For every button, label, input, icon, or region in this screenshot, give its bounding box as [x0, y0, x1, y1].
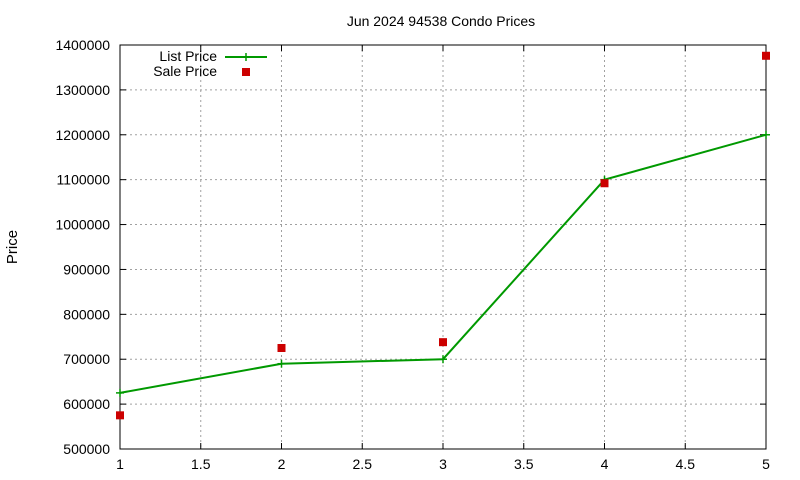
y-axis-tick-labels: 500000 600000 700000 800000 900000 1000000 110… — [55, 37, 110, 457]
grid-lines — [120, 45, 766, 449]
list-price-point — [277, 359, 286, 368]
y-tick-label: 1100000 — [57, 172, 111, 188]
x-tick-label: 2 — [278, 456, 286, 472]
legend-marker-sale-price — [242, 68, 250, 76]
y-tick-label: 1000000 — [55, 217, 110, 233]
sale-price-point — [762, 51, 770, 60]
sale-price-point — [116, 411, 124, 420]
x-tick-label: 5 — [762, 456, 770, 472]
y-tick-label: 500000 — [63, 441, 110, 457]
x-tick-label: 3 — [439, 456, 447, 472]
sale-price-point — [600, 179, 609, 188]
x-tick-label: 1.5 — [191, 456, 211, 472]
y-tick-label: 600000 — [63, 396, 110, 412]
series-list-price — [116, 130, 770, 397]
y-axis-label: Price — [4, 230, 21, 264]
data-series — [116, 51, 770, 420]
y-tick-label: 700000 — [63, 351, 110, 367]
sale-price-point — [277, 344, 286, 352]
legend-marker-list-price — [242, 53, 250, 61]
y-tick-label: 1300000 — [55, 82, 110, 98]
list-price-line — [119, 133, 767, 394]
x-tick-label: 1 — [116, 456, 124, 472]
x-tick-label: 4.5 — [676, 456, 696, 472]
y-tick-label: 1200000 — [55, 127, 110, 143]
legend-label-list-price: List Price — [159, 48, 217, 64]
sale-price-point — [439, 338, 447, 347]
x-axis-tick-labels: 1 1.5 2 2.5 3 3.5 4 4.5 5 — [116, 456, 770, 472]
list-price-point — [762, 130, 770, 139]
legend-swatches — [225, 53, 267, 76]
list-price-point — [439, 355, 447, 364]
list-price-point — [116, 388, 124, 397]
legend-label-sale-price: Sale Price — [153, 63, 217, 79]
y-tick-label: 900000 — [63, 261, 110, 277]
legend: List Price Sale Price — [153, 48, 267, 79]
axis-ticks — [119, 44, 767, 450]
x-tick-label: 2.5 — [353, 456, 373, 472]
x-tick-label: 4 — [601, 456, 609, 472]
series-sale-price — [116, 51, 770, 420]
x-tick-label: 3.5 — [514, 456, 534, 472]
y-tick-label: 800000 — [63, 306, 110, 322]
chart-title: Jun 2024 94538 Condo Prices — [347, 13, 535, 29]
y-tick-label: 1400000 — [55, 37, 110, 53]
